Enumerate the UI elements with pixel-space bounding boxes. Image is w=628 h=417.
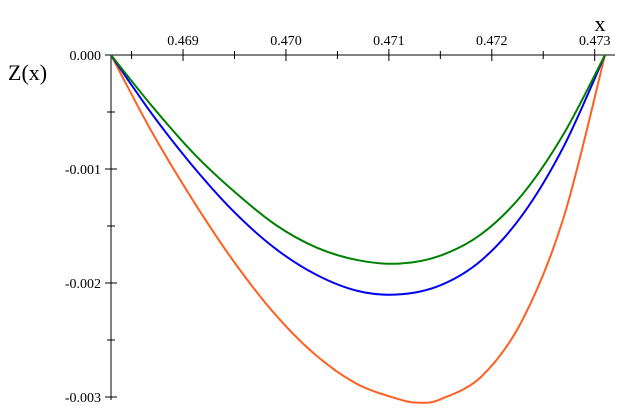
y-tick-label: -0.003 (65, 391, 101, 406)
axes: 0.469 0.470 0.471 0.472 0.473 0.000 -0.001 -0.… (65, 34, 615, 406)
x-tick-label: 0.472 (476, 34, 508, 49)
x-tick-label: 0.473 (579, 34, 611, 49)
series-line-1 (110, 54, 606, 404)
y-ticks: 0.000 -0.001 -0.002 -0.003 (65, 49, 117, 406)
series-line-2 (110, 54, 606, 296)
y-tick-label: 0.000 (70, 49, 102, 64)
y-tick-label: -0.002 (65, 277, 101, 292)
x-tick-label: 0.471 (373, 34, 405, 49)
series-layer (110, 54, 606, 404)
y-tick-label: -0.001 (65, 163, 101, 178)
x-ticks: 0.469 0.470 0.471 0.472 0.473 (131, 34, 611, 61)
y-axis-label: Z(x) (8, 60, 47, 85)
x-tick-label: 0.470 (270, 34, 302, 49)
x-tick-label: 0.469 (167, 34, 199, 49)
x-axis-label: x (595, 11, 606, 36)
series-line-3 (110, 54, 606, 265)
